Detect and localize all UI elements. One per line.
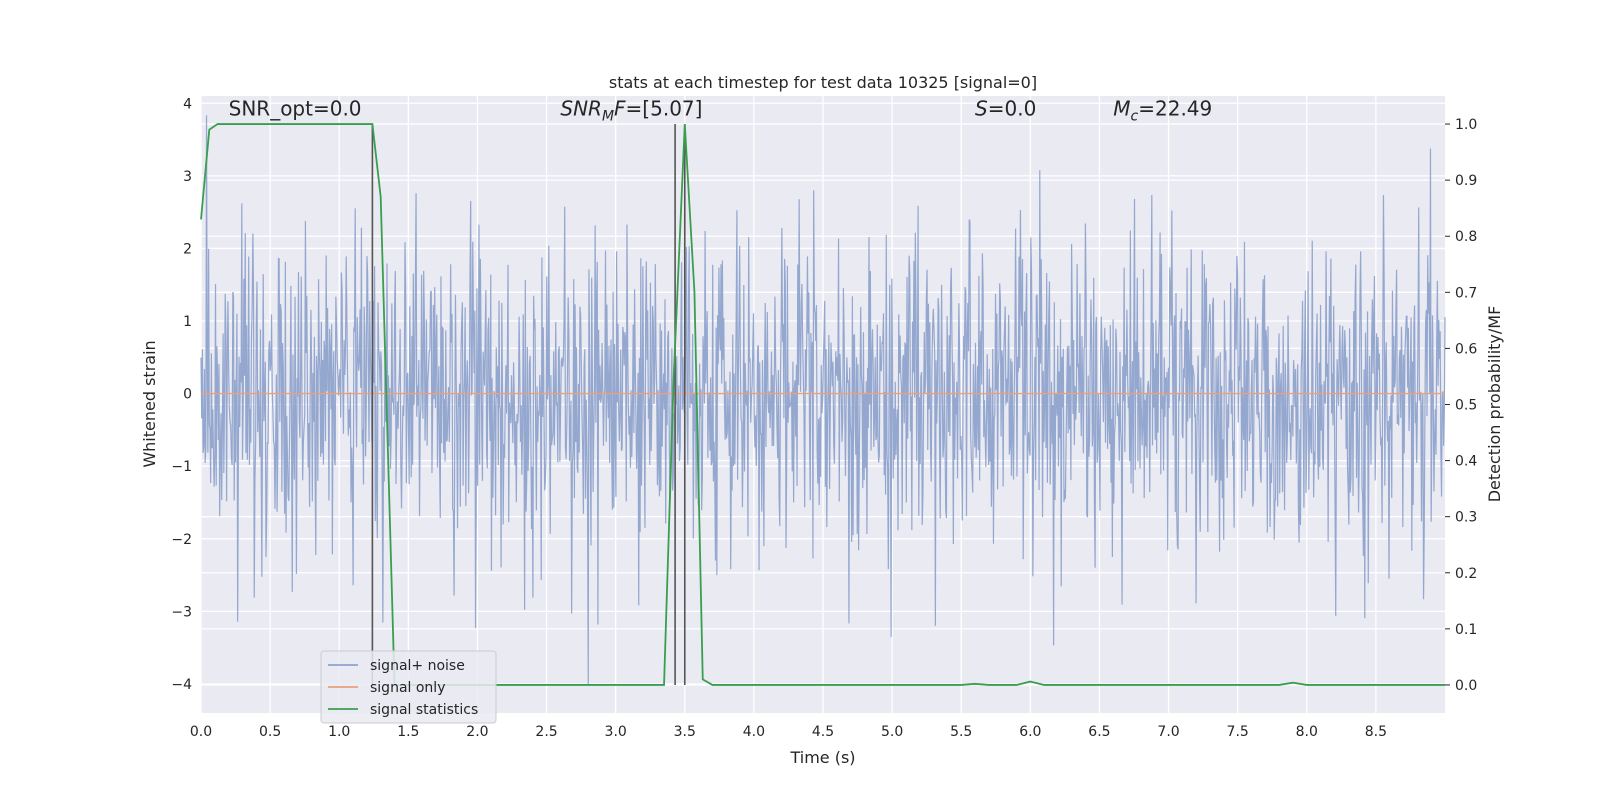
x-tick-label: 3.0 <box>605 724 627 740</box>
x-tick-label: 8.0 <box>1296 724 1318 740</box>
series-line-signal-plus-noise <box>200 115 1446 684</box>
y-left-tick-label: 3 <box>183 169 192 185</box>
x-tick-label: 2.5 <box>535 724 557 740</box>
x-tick-label: 0.5 <box>259 724 281 740</box>
series-signal-statistics <box>200 123 1445 686</box>
y-right-tick-labels: 0.0 0.1 0.2 0.3 0.4 0.5 0.6 0.7 0.8 0.9 1.0 <box>1445 117 1477 694</box>
annotation-1: SNRMF=[5.07] <box>560 97 702 125</box>
y-right-tick-label: 0.1 <box>1455 622 1477 638</box>
chart-title: stats at each timestep for test data 103… <box>609 73 1037 92</box>
y-axis-left-label: Whitened strain <box>140 340 159 467</box>
y-left-tick-label: −4 <box>171 677 192 693</box>
x-tick-label: 2.0 <box>466 724 488 740</box>
y-right-tick-label: 0.8 <box>1455 229 1477 245</box>
y-right-tick-label: 0.0 <box>1455 678 1477 694</box>
legend-label: signal statistics <box>370 702 478 718</box>
y-left-tick-label: −2 <box>171 532 192 548</box>
y-right-tick-label: 0.6 <box>1455 341 1477 357</box>
y-left-tick-label: 0 <box>183 387 192 403</box>
y-right-tick-label: 0.2 <box>1455 566 1477 582</box>
x-tick-labels: 0.0 0.5 1.0 1.5 2.0 2.5 3.0 3.5 4.0 4.5 5.0 5.5 6.0 6… <box>190 724 1387 740</box>
legend-label: signal+ noise <box>370 658 465 674</box>
x-tick-label: 5.0 <box>881 724 903 740</box>
x-tick-label: 3.5 <box>674 724 696 740</box>
legend: signal+ noise signal only signal statistic… <box>320 650 497 724</box>
series-signal-plus-noise <box>200 115 1446 684</box>
x-tick-label: 6.5 <box>1088 724 1110 740</box>
y-left-tick-label: 4 <box>183 96 192 112</box>
x-tick-label: 7.0 <box>1157 724 1179 740</box>
annotations: SNR_opt=0.0 SNRMF=[5.07] S=0.0 Mc=22.49 <box>229 97 1213 125</box>
x-axis-label: Time (s) <box>789 748 855 767</box>
annotation-0: SNR_opt=0.0 <box>229 97 362 121</box>
x-tick-label: 6.0 <box>1019 724 1041 740</box>
x-tick-label: 0.0 <box>190 724 212 740</box>
y-left-tick-label: 2 <box>183 241 192 257</box>
x-tick-label: 7.5 <box>1227 724 1249 740</box>
y-right-tick-label: 0.4 <box>1455 454 1477 470</box>
annotation-3: Mc=22.49 <box>1113 97 1212 125</box>
y-right-tick-label: 0.9 <box>1455 173 1477 189</box>
y-left-tick-label: −1 <box>171 459 192 475</box>
annotation-2: S=0.0 <box>975 97 1036 121</box>
y-left-tick-label: −3 <box>171 604 192 620</box>
x-tick-label: 1.5 <box>397 724 419 740</box>
legend-label: signal only <box>370 680 445 696</box>
series-line-signal-statistics <box>200 123 1445 686</box>
x-tick-label: 4.5 <box>812 724 834 740</box>
y-left-tick-labels: −4 −3 −2 −1 0 1 2 3 4 <box>171 96 192 693</box>
legend-box <box>320 650 497 724</box>
y-right-tick-label: 0.5 <box>1455 398 1477 414</box>
y-right-tick-label: 1.0 <box>1455 117 1477 133</box>
x-tick-label: 8.5 <box>1365 724 1387 740</box>
x-tick-label: 1.0 <box>328 724 350 740</box>
y-right-tick-label: 0.3 <box>1455 510 1477 526</box>
y-right-tick-label: 0.7 <box>1455 285 1477 301</box>
x-tick-label: 5.5 <box>950 724 972 740</box>
y-left-tick-label: 1 <box>183 314 192 330</box>
x-tick-label: 4.0 <box>743 724 765 740</box>
vertical-markers <box>371 124 686 685</box>
y-axis-right-label: Detection probability/MF <box>1485 306 1504 503</box>
